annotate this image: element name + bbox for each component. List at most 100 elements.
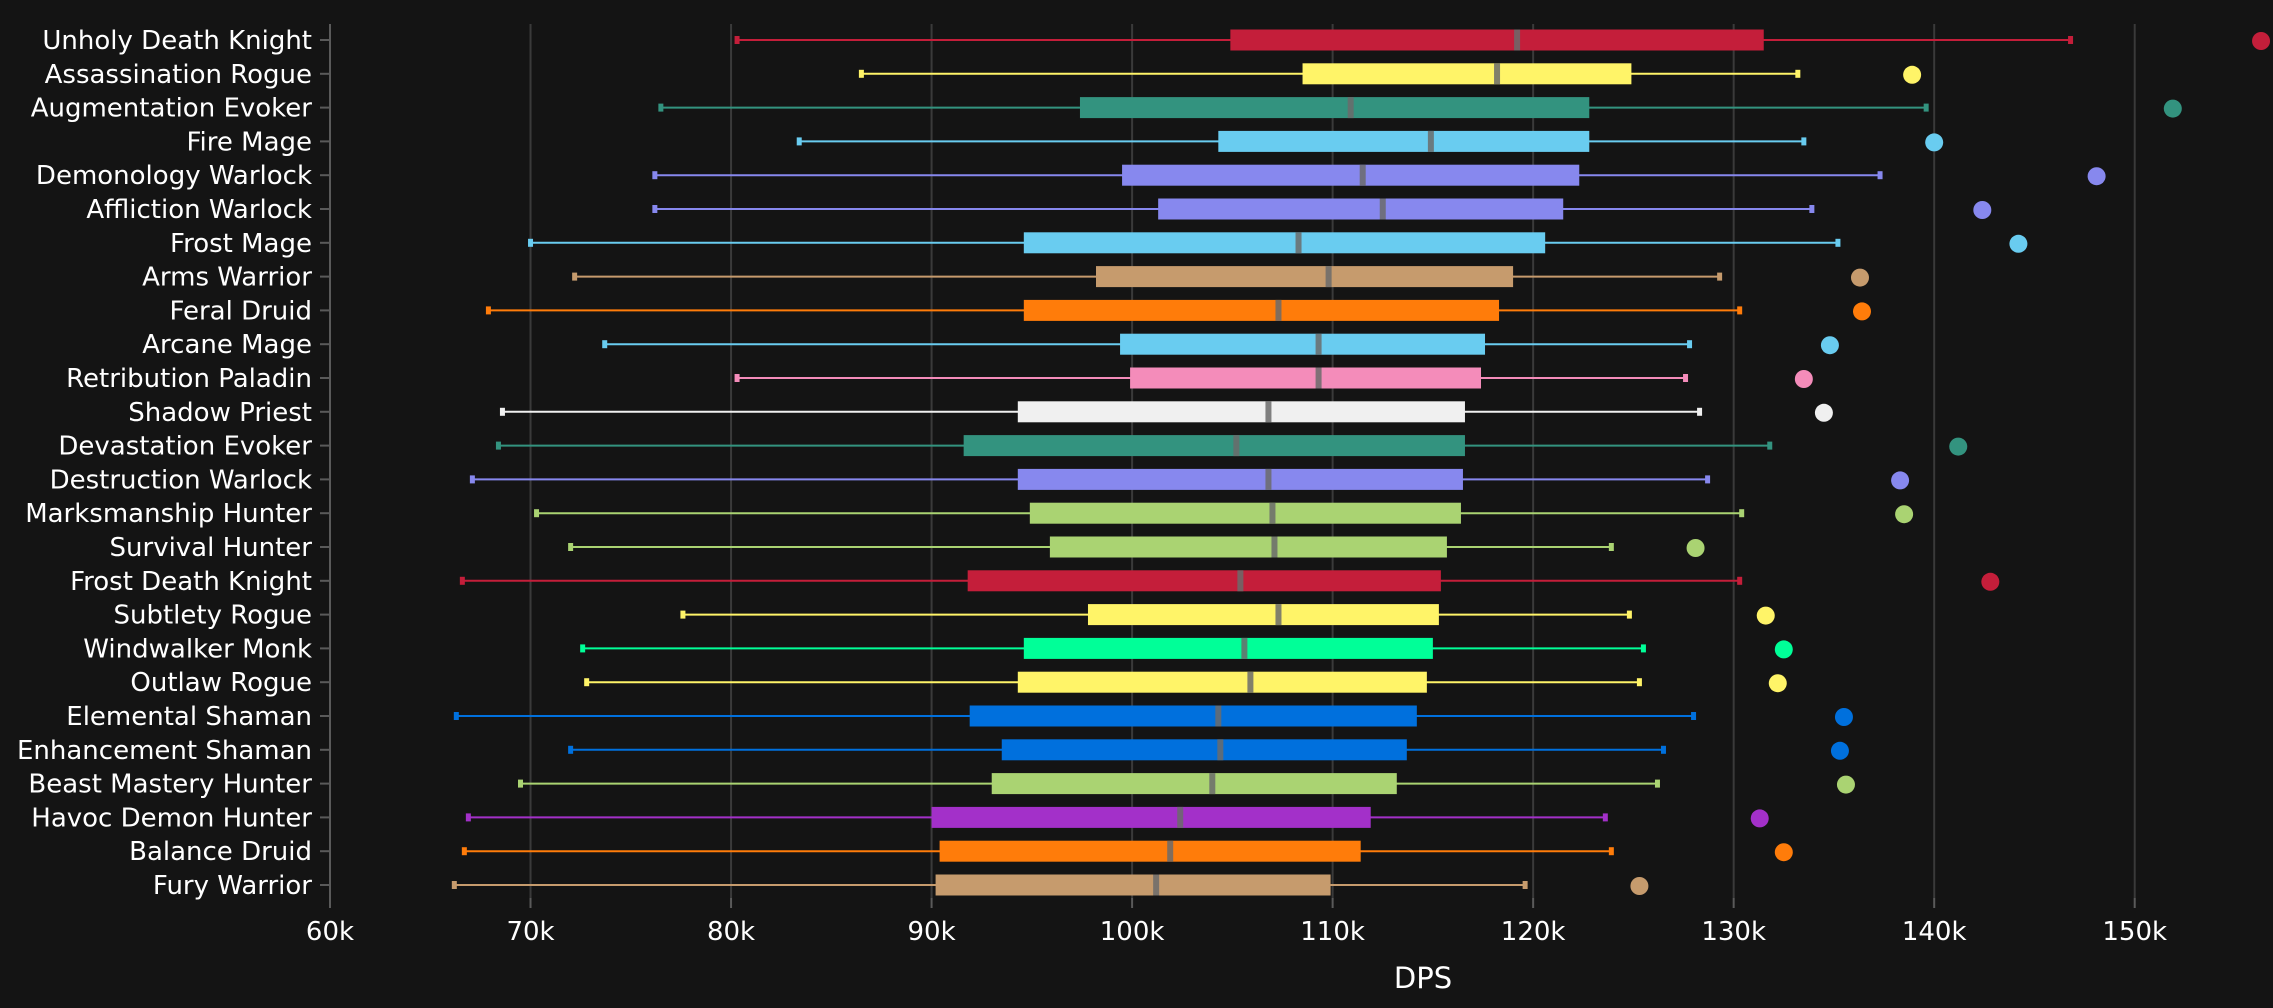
category-label: Enhancement Shaman <box>17 736 312 766</box>
iqr-box <box>1001 739 1407 761</box>
outlier-point <box>1830 741 1849 760</box>
median-mark <box>1153 874 1160 896</box>
box-series <box>652 164 2106 186</box>
outlier-point <box>1750 809 1769 828</box>
box-series <box>461 840 1793 862</box>
box-series <box>534 502 1914 524</box>
box-series <box>602 333 1839 355</box>
iqr-box <box>1049 536 1447 558</box>
box-series <box>734 367 1813 389</box>
median-mark <box>1315 367 1322 389</box>
median-mark <box>1167 840 1174 862</box>
iqr-box <box>1029 502 1461 524</box>
iqr-box <box>1230 29 1764 51</box>
median-mark <box>1325 266 1332 288</box>
iqr-box <box>1023 232 1546 254</box>
iqr-box <box>1120 333 1486 355</box>
box-series <box>680 604 1775 626</box>
iqr-box <box>967 570 1441 592</box>
outlier-point <box>2009 234 2028 253</box>
iqr-box <box>1017 671 1427 693</box>
median-mark <box>1379 198 1386 220</box>
outlier-point <box>1820 336 1839 355</box>
x-tick-label: 80k <box>707 917 755 947</box>
box-series <box>568 739 1849 761</box>
category-label: Affliction Warlock <box>86 195 312 225</box>
box-series <box>499 401 1833 423</box>
iqr-box <box>1017 401 1465 423</box>
outlier-point <box>1949 437 1968 456</box>
median-mark <box>1217 739 1224 761</box>
outlier-point <box>1814 403 1833 422</box>
x-tick-label: 90k <box>908 917 956 947</box>
x-tick-label: 70k <box>506 917 554 947</box>
box-series <box>453 705 1853 727</box>
label-layer: Unholy Death Knight Assassination Rogue Au… <box>17 26 312 901</box>
iqr-box <box>1096 266 1514 288</box>
iqr-box <box>1087 604 1439 626</box>
box-series <box>451 874 1649 896</box>
box-series <box>485 299 1871 321</box>
iqr-box <box>1023 637 1433 659</box>
outlier-point <box>1834 708 1853 726</box>
median-mark <box>1269 502 1276 524</box>
category-label: Frost Mage <box>170 229 312 259</box>
category-label: Windwalker Monk <box>83 634 312 664</box>
box-series <box>580 637 1793 659</box>
category-label: Augmentation Evoker <box>31 94 313 124</box>
median-mark <box>1494 63 1501 85</box>
iqr-box <box>935 874 1331 896</box>
category-label: Shadow Priest <box>128 398 312 428</box>
category-label: Retribution Paladin <box>66 364 312 394</box>
box-series <box>572 266 1869 288</box>
median-mark <box>1241 637 1248 659</box>
box-series <box>568 536 1705 558</box>
outlier-point <box>1794 370 1813 388</box>
median-mark <box>1233 435 1240 457</box>
category-label: Arms Warrior <box>142 263 312 293</box>
outlier-point <box>1630 877 1649 895</box>
x-tick-label: 130k <box>1701 917 1766 947</box>
category-label: Unholy Death Knight <box>42 26 312 56</box>
outlier-point <box>1686 539 1705 557</box>
outlier-point <box>1774 843 1793 862</box>
x-tick-label: 120k <box>1501 917 1566 947</box>
median-mark <box>1514 29 1521 51</box>
median-mark <box>1247 671 1254 693</box>
outlier-point <box>1981 572 2000 591</box>
box-series <box>796 130 1944 152</box>
median-mark <box>1315 333 1322 355</box>
x-tick-label: 150k <box>2102 917 2167 947</box>
category-label: Assassination Rogue <box>45 60 312 90</box>
median-mark <box>1271 536 1278 558</box>
median-mark <box>1209 773 1216 795</box>
category-label: Fury Warrior <box>153 871 312 901</box>
median-mark <box>1427 130 1434 152</box>
box-series <box>528 232 2028 254</box>
category-label: Survival Hunter <box>110 533 313 563</box>
box-series <box>734 29 2271 51</box>
box-series <box>459 570 2000 592</box>
iqr-box <box>1122 164 1580 186</box>
category-label: Beast Mastery Hunter <box>28 770 312 800</box>
iqr-box <box>969 705 1417 727</box>
iqr-box <box>1302 63 1632 85</box>
box-series <box>584 671 1787 693</box>
median-mark <box>1177 806 1184 828</box>
outlier-point <box>2087 167 2106 186</box>
category-label: Frost Death Knight <box>70 567 312 597</box>
category-label: Marksmanship Hunter <box>25 499 312 529</box>
box-series <box>495 435 1968 457</box>
category-label: Devastation Evoker <box>58 432 312 462</box>
median-mark <box>1265 401 1272 423</box>
category-label: Destruction Warlock <box>50 465 312 495</box>
category-label: Fire Mage <box>186 127 312 157</box>
outlier-point <box>1973 201 1992 219</box>
median-mark <box>1237 570 1244 592</box>
box-series <box>652 198 1992 220</box>
x-tick-label: 140k <box>1902 917 1967 947</box>
outlier-point <box>1903 65 1922 84</box>
box-series <box>858 63 1922 85</box>
